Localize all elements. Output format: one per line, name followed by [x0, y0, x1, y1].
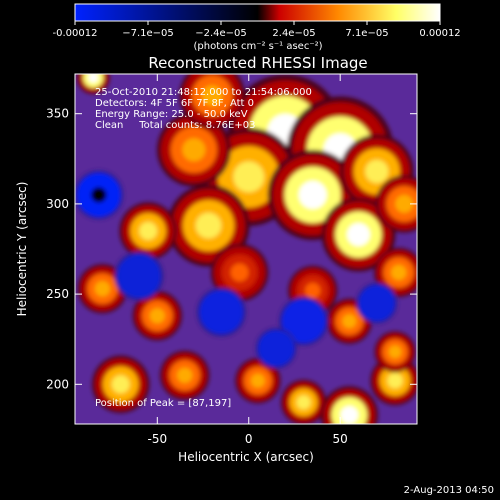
detectors-text: Detectors: 4F 5F 6F 7F 8F, Att 0 [95, 98, 255, 109]
emission-blob-core [342, 314, 357, 329]
emission-blob-core [298, 180, 327, 209]
method-counts-text: Clean Total counts: 8.76E+03 [95, 120, 256, 131]
x-axis-label: Heliocentric X (arcsec) [178, 450, 314, 464]
y-tick-label: 200 [46, 377, 69, 391]
emission-blob-core [365, 159, 389, 183]
emission-blob-core [250, 373, 265, 388]
colorbar-ticks: -0.00012 −7.1e−05 −2.4e−05 2.4e−05 7.1e−05 0.… [53, 21, 461, 39]
emission-blob-core [195, 212, 222, 239]
emission-blob [199, 290, 244, 335]
x-tick-label: 0 [245, 432, 253, 446]
emission-blob-core [201, 85, 223, 106]
emission-blob [257, 329, 295, 367]
colorbar-tick-label: -0.00012 [53, 28, 98, 39]
y-axis: 200 250 300 350 [46, 107, 417, 391]
x-axis: -50 0 50 [147, 74, 348, 446]
energy-range-text: Energy Range: 25.0 - 50.0 keV [95, 109, 248, 120]
chart-title: Reconstructed RHESSI Image [148, 54, 367, 72]
emission-blob-core [305, 282, 321, 299]
y-tick-label: 250 [46, 287, 69, 301]
y-tick-label: 350 [46, 107, 69, 121]
emission-blob-core [177, 367, 193, 383]
emission-blob-core [296, 395, 311, 410]
emission-blob-core [388, 345, 402, 359]
colorbar-tick-label: −7.1e−05 [122, 28, 174, 39]
y-tick-label: 300 [46, 197, 69, 211]
colorbar [74, 3, 441, 22]
emission-blob-core [387, 373, 403, 389]
y-axis-label: Heliocentric Y (arcsec) [15, 182, 29, 317]
emission-blob-core [111, 375, 130, 394]
emission-blob [358, 284, 396, 322]
colorbar-tick-label: −2.4e−05 [195, 28, 247, 39]
emission-blob-core [340, 406, 359, 424]
emission-blob-core [139, 221, 158, 240]
peak-position-text: Position of Peak = [87,197] [95, 398, 232, 409]
emission-map [75, 74, 417, 424]
peak-marker [96, 192, 102, 198]
colorbar-unit-label: (photons cm⁻² s⁻¹ asec⁻²) [193, 41, 322, 52]
time-range-text: 25-Oct-2010 21:48:12.000 to 21:54:06.000 [95, 87, 312, 98]
plot-frame [74, 73, 418, 425]
colorbar-tick-label: 7.1e−05 [345, 28, 388, 39]
emission-blob-core [182, 138, 206, 162]
date-stamp: 2-Aug-2013 04:50 [403, 485, 494, 496]
emission-blob [117, 254, 161, 299]
x-tick-label: -50 [147, 432, 167, 446]
colorbar-tick-label: 2.4e−05 [272, 28, 315, 39]
emission-blob-core [149, 308, 165, 324]
emission-blob-core [391, 264, 407, 281]
emission-blob-core [94, 281, 111, 297]
emission-blob-core [346, 223, 370, 247]
emission-blob-core [233, 161, 265, 193]
x-tick-label: 50 [333, 432, 348, 446]
emission-blob-core [88, 74, 99, 83]
emission-blob [281, 299, 326, 344]
emission-blob-core [230, 263, 249, 282]
emission-blob-core [395, 194, 414, 213]
colorbar-tick-label: 0.00012 [419, 28, 460, 39]
